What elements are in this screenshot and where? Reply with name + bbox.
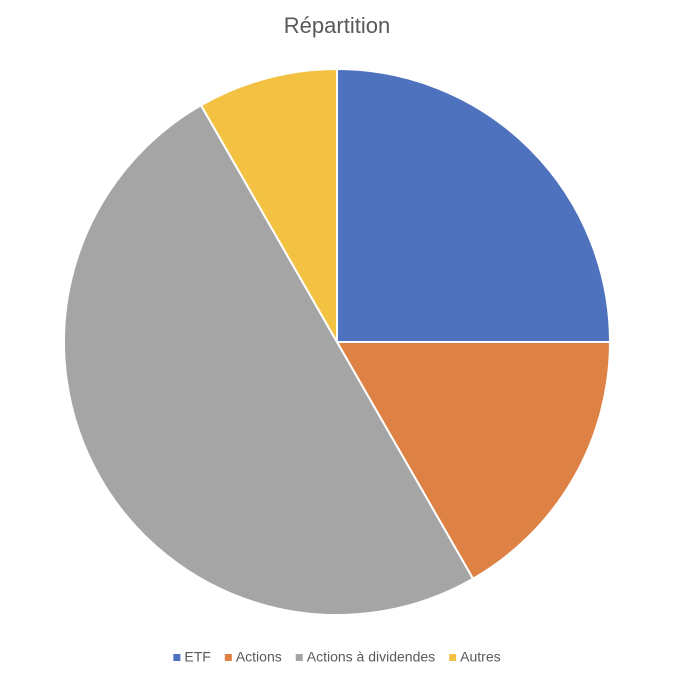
legend: ETF Actions Actions à dividendes Autres: [173, 649, 501, 665]
pie-slice: [336, 67, 612, 343]
pie-slice: [63, 103, 475, 616]
legend-swatch: [224, 654, 232, 661]
legend-swatch: [449, 654, 457, 661]
legend-label: ETF: [184, 649, 210, 665]
pie-slice: [199, 67, 338, 346]
pie: [63, 67, 612, 616]
chart-title: Répartition: [284, 13, 390, 38]
legend-label: Actions à dividendes: [307, 649, 435, 665]
legend-label: Actions: [236, 649, 282, 665]
legend-label: Autres: [460, 649, 500, 665]
pie-slice: [335, 341, 612, 581]
legend-swatch: [295, 654, 303, 661]
legend-swatch: [173, 654, 181, 661]
